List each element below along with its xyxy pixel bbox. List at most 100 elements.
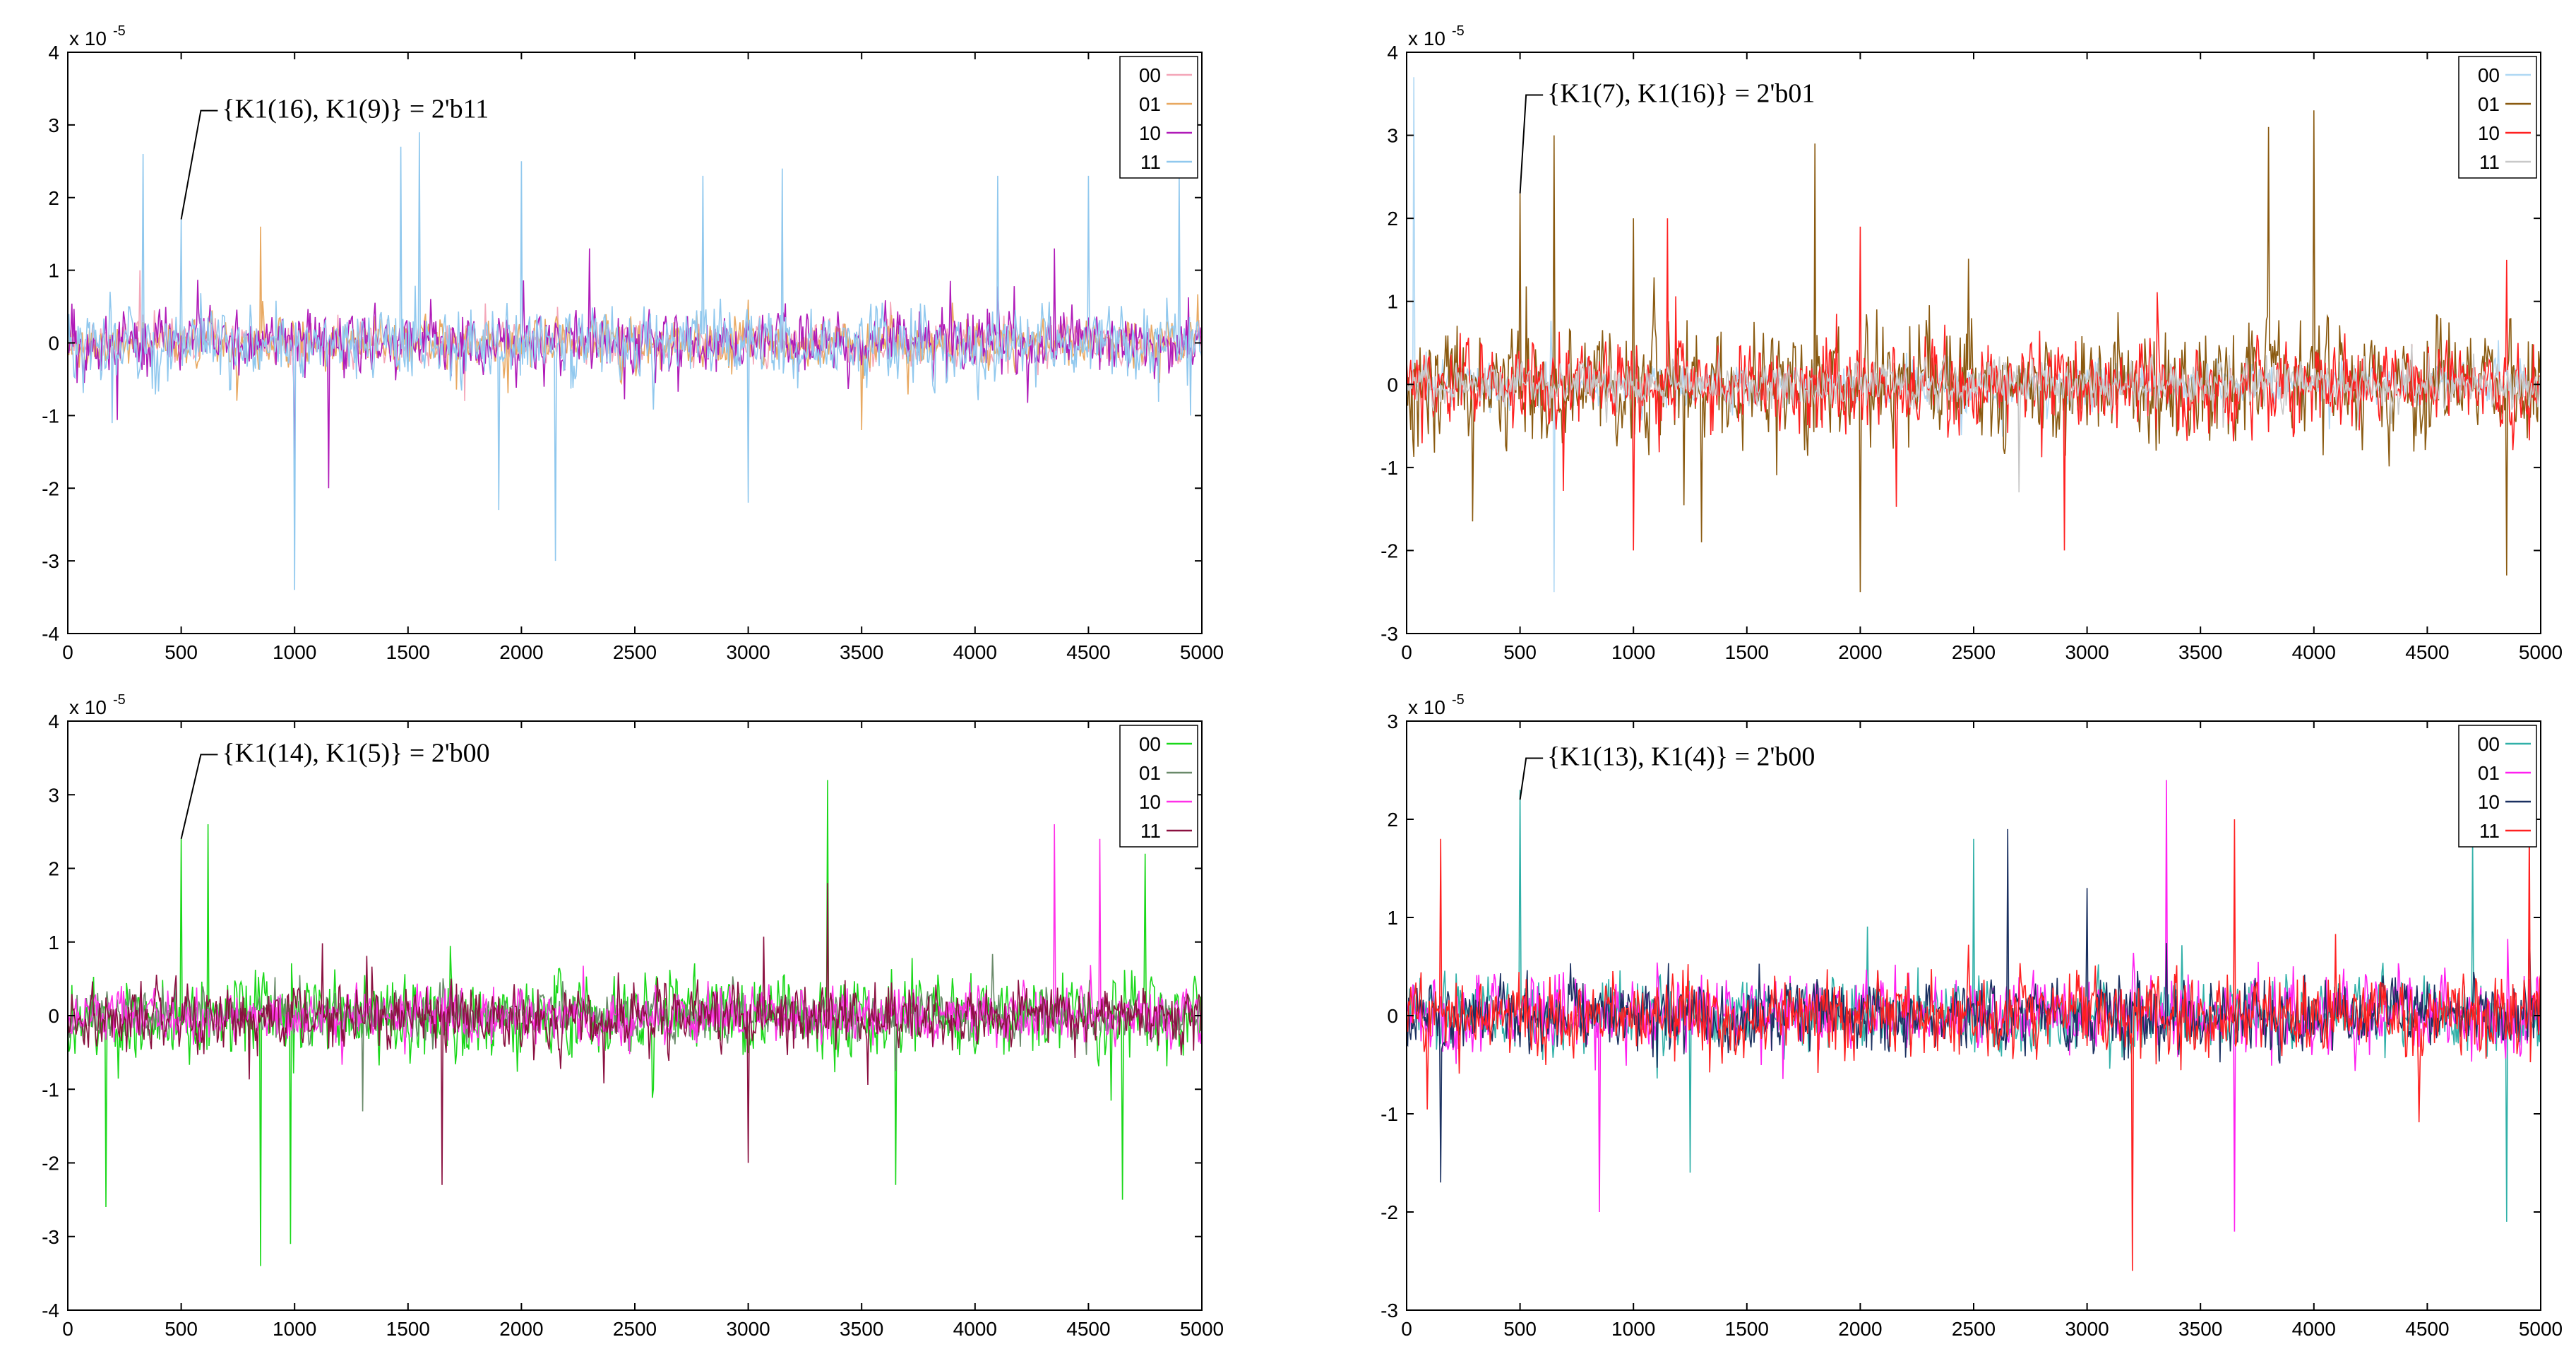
x-tick-label: 4000 [953,641,997,663]
x-tick-label: 2500 [1952,641,1996,663]
series-line-11 [1407,819,2541,1271]
y-tick-label: -3 [1381,1300,1398,1321]
y-tick-label: -2 [42,477,59,499]
x-tick-label: 0 [1401,1318,1412,1340]
y-tick-label: 0 [1387,374,1398,396]
y-tick-label: -2 [42,1153,59,1175]
legend-box [2458,56,2537,179]
x-tick-label: 2500 [613,641,657,663]
y-tick-label: 3 [48,784,59,806]
legend: 00 01 10 11 [2458,725,2537,848]
x-tick-label: 4500 [1066,641,1110,663]
x-tick-label: 2500 [1952,1318,1996,1340]
x-tick-label: 2000 [499,641,543,663]
x-tick-label: 5000 [1180,641,1224,663]
x-tick-label: 4500 [1066,1318,1110,1340]
x-tick-label: 3000 [726,1318,770,1340]
y-tick-label: -1 [42,405,59,427]
x-tick-label: 1500 [1725,1318,1769,1340]
legend-label-10: 10 [1139,122,1161,144]
y-tick-label: 0 [1387,1005,1398,1027]
legend-label-00: 00 [1139,733,1161,755]
x-tick-label: 4000 [953,1318,997,1340]
exponent-power: -5 [1452,692,1465,708]
x-tick-label: 2000 [499,1318,543,1340]
x-tick-label: 500 [1503,1318,1537,1340]
x-tick-label: 3500 [2178,1318,2222,1340]
y-tick-label: -1 [1381,457,1398,479]
x-tick-label: 2000 [1838,1318,1882,1340]
exponent-power: -5 [113,692,126,708]
x-tick-label: 3000 [2065,1318,2109,1340]
annotation-leader [180,754,218,840]
legend-box [1119,56,1198,179]
x-tick-label: 1000 [273,1318,316,1340]
exponent-label: x 10 [69,28,107,49]
x-tick-label: 500 [165,1318,198,1340]
exponent-label: x 10 [1408,696,1445,718]
y-tick-label: 3 [1387,125,1398,147]
legend-label-00: 00 [2478,733,2500,755]
x-tick-label: 1000 [273,641,316,663]
legend-label-01: 01 [2478,762,2500,784]
x-tick-label: 500 [1503,641,1537,663]
y-tick-label: -4 [42,623,59,645]
exponent-power: -5 [113,23,126,39]
x-tick-label: 3000 [726,641,770,663]
x-tick-label: 5000 [1180,1318,1224,1340]
y-tick-label: -4 [42,1300,59,1321]
series-line-11 [68,883,1202,1185]
y-tick-label: 1 [1387,907,1398,929]
y-tick-label: 2 [48,858,59,880]
legend-label-00: 00 [1139,64,1161,86]
y-tick-label: 4 [48,711,59,732]
x-tick-label: 5000 [2519,1318,2563,1340]
series-line-11 [1407,343,2541,493]
annotation-leader [1519,757,1544,800]
annotation-text: {K1(7), K1(16)} = 2'b01 [1547,79,1815,109]
exponent-power: -5 [1452,23,1465,39]
legend-box [2458,725,2537,848]
legend-label-00: 00 [2478,64,2500,86]
y-tick-label: -1 [1381,1103,1398,1125]
x-tick-label: 2500 [613,1318,657,1340]
subplot-1: 0 500 1000 1500 2000 2500 3000 3500 4000 4500 5000… [42,23,1224,663]
x-tick-label: 2000 [1838,641,1882,663]
x-tick-label: 3500 [840,641,883,663]
y-tick-label: 0 [48,1005,59,1027]
x-tick-label: 4500 [2405,1318,2449,1340]
legend: 00 01 10 11 [1119,725,1198,848]
legend-label-11: 11 [1140,820,1161,842]
annotation-leader [1519,94,1544,194]
y-tick-label: -3 [42,1226,59,1248]
x-tick-label: 4500 [2405,641,2449,663]
subplot-2: 0 500 1000 1500 2000 2500 3000 3500 4000 4500 5000… [1381,23,2563,663]
y-tick-label: 2 [48,187,59,209]
x-tick-label: 500 [165,641,198,663]
x-tick-label: 0 [62,641,73,663]
y-tick-label: 2 [1387,809,1398,831]
y-tick-label: 1 [48,932,59,953]
annotation-leader [180,109,218,220]
x-tick-label: 3500 [2178,641,2222,663]
x-tick-label: 3500 [840,1318,883,1340]
x-tick-label: 4000 [2292,1318,2336,1340]
x-tick-label: 1500 [1725,641,1769,663]
y-tick-label: 3 [48,114,59,136]
legend-box [1119,725,1198,848]
legend-label-01: 01 [1139,762,1161,784]
legend-label-01: 01 [1139,93,1161,115]
y-tick-label: 3 [1387,711,1398,732]
y-tick-label: -3 [1381,623,1398,645]
subplot-4: 0 500 1000 1500 2000 2500 3000 3500 4000 4500 5000… [1381,692,2563,1340]
legend: 00 01 10 11 [2458,56,2537,179]
y-tick-label: 4 [48,42,59,64]
exponent-label: x 10 [1408,28,1445,49]
y-tick-label: 1 [1387,291,1398,313]
subplot-3: 0 500 1000 1500 2000 2500 3000 3500 4000 4500 5000… [42,692,1224,1340]
x-tick-label: 0 [1401,641,1412,663]
legend-label-01: 01 [2478,93,2500,115]
y-tick-label: -1 [42,1078,59,1100]
